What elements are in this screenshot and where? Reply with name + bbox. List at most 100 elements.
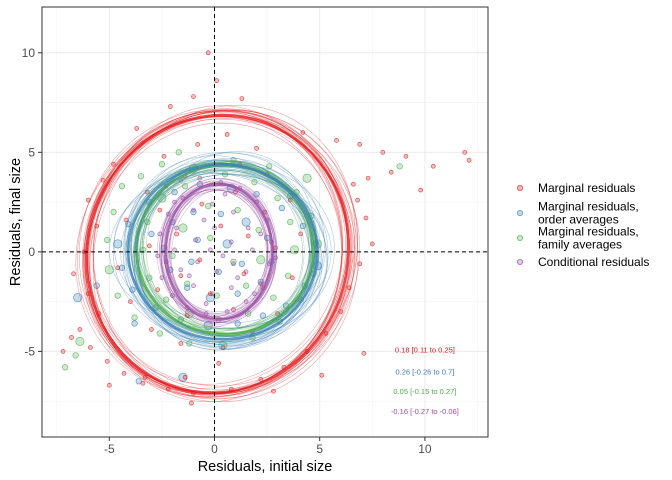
data-point [258, 231, 264, 237]
data-point [100, 177, 106, 183]
data-point [186, 340, 193, 347]
ellipse-draw [133, 157, 317, 351]
data-point [191, 94, 196, 99]
data-point [319, 372, 325, 378]
data-point [178, 273, 184, 279]
data-point [131, 320, 138, 327]
data-point [245, 225, 251, 231]
data-point [289, 275, 295, 281]
legend-label-line: Conditional residuals [538, 255, 649, 269]
data-point [201, 217, 207, 223]
data-point [388, 169, 394, 175]
data-point [258, 281, 264, 287]
ellipse-draw [130, 174, 326, 324]
data-point [148, 230, 155, 238]
data-point [239, 96, 245, 101]
data-layer [60, 50, 472, 406]
data-point [178, 223, 188, 233]
data-point [258, 376, 264, 382]
data-point [250, 247, 255, 253]
data-point [114, 292, 121, 299]
data-point [231, 209, 236, 215]
data-point [228, 285, 234, 291]
ellipse-draw [166, 185, 277, 325]
ellipse-draw [142, 159, 312, 333]
data-point [157, 193, 167, 203]
data-point [243, 299, 249, 304]
data-point [88, 345, 93, 350]
data-point [273, 255, 278, 261]
data-point [357, 261, 363, 267]
correlation-label: 0.26 [-0.26 to 0.7] [395, 367, 454, 376]
ellipse-draw [130, 159, 319, 344]
data-point [274, 194, 281, 202]
data-point [123, 217, 129, 223]
data-point [165, 211, 171, 217]
series-points-2 [61, 149, 403, 371]
series-ellipses-1 [109, 151, 335, 351]
data-point [188, 258, 195, 265]
data-point [174, 231, 179, 237]
data-point [231, 261, 236, 267]
data-point [255, 226, 262, 234]
data-point [146, 274, 153, 281]
data-point [196, 181, 203, 188]
data-point [357, 142, 363, 147]
correlation-label: 0.05 [-0.15 to 0.27] [393, 387, 456, 396]
data-point [363, 215, 369, 221]
data-point [191, 283, 196, 289]
legend-label: Marginal residuals, order averages [538, 200, 639, 227]
data-point [252, 291, 257, 297]
ellipse-draw [88, 116, 344, 385]
data-point [61, 364, 69, 371]
data-point [271, 388, 276, 394]
ellipse-draw [142, 162, 317, 330]
ellipse-draw [161, 189, 276, 324]
data-point [259, 312, 267, 319]
legend-label-line: Marginal residuals [538, 181, 635, 195]
data-point [134, 126, 140, 131]
data-point [217, 210, 224, 218]
reference-lines [42, 7, 488, 437]
data-point [129, 286, 136, 293]
series-ellipses-3 [156, 178, 278, 328]
ellipse-mean [85, 113, 350, 395]
data-point [184, 313, 190, 318]
data-point [396, 163, 403, 170]
data-point [111, 161, 116, 167]
data-point [298, 231, 304, 237]
data-point [155, 253, 161, 259]
data-point [242, 282, 250, 289]
data-point [178, 177, 184, 183]
data-point [361, 351, 367, 356]
data-point [104, 236, 111, 244]
data-point [254, 145, 259, 151]
data-point [351, 181, 356, 187]
data-point [334, 138, 339, 143]
data-point [157, 207, 163, 213]
data-point [299, 222, 307, 230]
data-point [121, 370, 127, 376]
data-point [146, 243, 152, 249]
data-point [346, 285, 352, 291]
data-point [275, 311, 280, 316]
y-tick-label: 5 [28, 145, 35, 159]
data-point [214, 78, 219, 84]
ellipse-draw [82, 109, 358, 398]
data-point [118, 183, 126, 190]
data-point [170, 293, 175, 299]
data-point [210, 201, 215, 207]
data-point [158, 161, 166, 168]
legend-label: Conditional residuals [538, 255, 649, 269]
data-point [157, 231, 163, 237]
data-point [155, 287, 161, 293]
ellipse-draw [109, 173, 332, 330]
ellipse-draw [92, 111, 353, 395]
data-point [167, 104, 173, 109]
data-point [104, 265, 114, 275]
data-point [302, 173, 312, 183]
data-point [220, 345, 226, 350]
data-point [214, 269, 219, 275]
data-point [234, 320, 241, 327]
data-point [203, 311, 209, 316]
